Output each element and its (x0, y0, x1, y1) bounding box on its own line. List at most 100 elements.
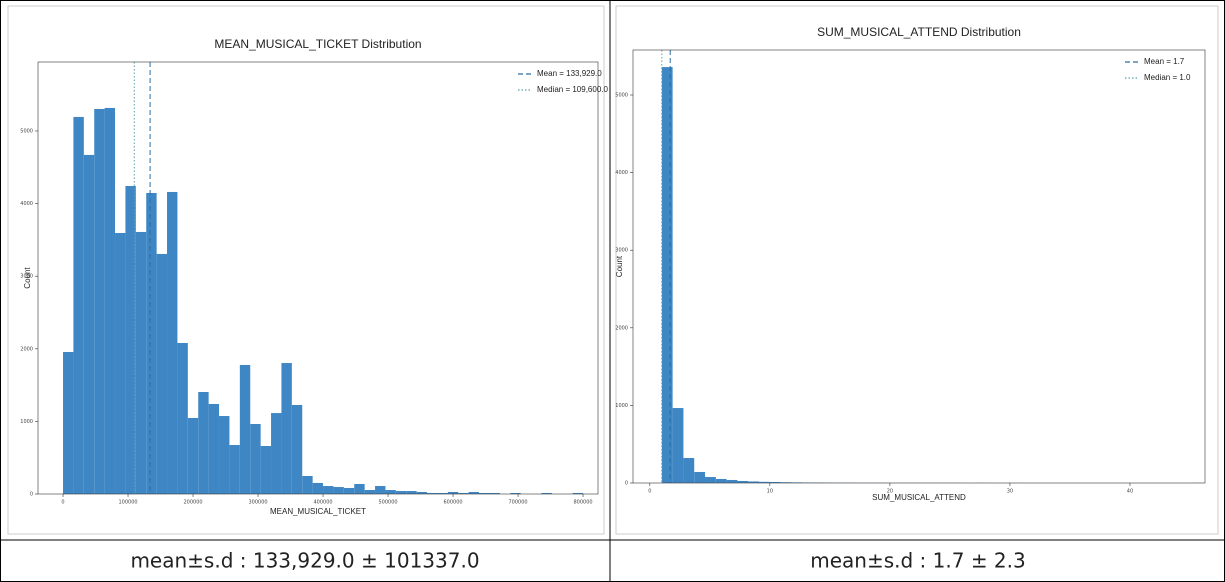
bar (661, 67, 673, 483)
bar (198, 391, 209, 494)
bar (271, 413, 282, 494)
chart-title: MEAN_MUSICAL_TICKET Distribution (214, 37, 421, 51)
x-tick-label: 200000 (183, 500, 202, 506)
y-tick-label: 1000 (20, 419, 33, 425)
bar (364, 490, 376, 494)
bar (715, 478, 727, 483)
bar (104, 107, 116, 495)
bar (177, 342, 188, 494)
bar (323, 486, 334, 494)
bar (291, 404, 303, 494)
x-tick-label: 20 (887, 489, 893, 495)
bar (125, 186, 136, 495)
bar (312, 482, 324, 494)
bar (94, 108, 105, 494)
bar (791, 482, 803, 483)
y-tick-label: 5000 (615, 93, 628, 99)
x-tick-label: 10 (767, 489, 773, 495)
bar (250, 424, 261, 494)
bar (748, 481, 760, 483)
bar (672, 408, 684, 483)
bar (769, 481, 781, 483)
bar (780, 482, 792, 483)
legend-label: Median = 109,600.0 (537, 85, 608, 94)
bar (683, 458, 695, 483)
bar (239, 364, 251, 494)
bar (73, 116, 84, 495)
y-tick-label: 0 (30, 492, 33, 498)
bar (229, 444, 240, 494)
bar (406, 491, 417, 494)
bar (737, 480, 749, 483)
chart-title: SUM_MUSICAL_ATTEND Distribution (817, 25, 1021, 39)
bar (447, 491, 459, 494)
x-tick-label: 700000 (508, 500, 527, 506)
bar (437, 492, 448, 494)
bar (302, 475, 313, 494)
bar (541, 492, 552, 494)
bar (385, 490, 396, 494)
bar (63, 351, 74, 494)
x-tick-label: 300000 (248, 500, 267, 506)
x-axis-label: MEAN_MUSICAL_TICKET (270, 507, 366, 516)
bar (416, 491, 428, 494)
x-tick-label: 0 (61, 500, 64, 506)
bar (479, 492, 490, 494)
bar (694, 471, 706, 483)
bar (135, 231, 147, 495)
bar (333, 487, 344, 494)
bar (468, 491, 480, 494)
bar (219, 416, 230, 494)
bar (395, 491, 407, 494)
plot-frame (632, 49, 1206, 484)
bar (281, 363, 292, 494)
bar (146, 192, 157, 494)
bar (489, 492, 500, 494)
y-tick-label: 1000 (615, 403, 628, 409)
y-axis-label: Count (23, 267, 32, 289)
y-tick-label: 2000 (20, 346, 33, 352)
bar (759, 481, 770, 483)
bar (572, 492, 584, 494)
x-tick-label: 500000 (378, 500, 397, 506)
bar (375, 486, 386, 494)
x-tick-label: 30 (1007, 489, 1013, 495)
caption: mean±s.d : 1.7 ± 2.3 (810, 549, 1026, 573)
bar (510, 492, 521, 494)
image-frame (7, 5, 605, 535)
x-tick-label: 600000 (443, 500, 462, 506)
y-tick-label: 3000 (615, 248, 628, 254)
legend-label: Mean = 1.7 (1144, 57, 1185, 66)
bar (343, 487, 355, 494)
bar (83, 154, 95, 494)
legend-label: Median = 1.0 (1144, 73, 1191, 82)
bar (354, 483, 365, 494)
x-tick-label: 40 (1127, 489, 1133, 495)
y-tick-label: 2000 (615, 325, 628, 331)
bar (115, 232, 126, 495)
x-axis-label: SUM_MUSICAL_ATTEND (872, 493, 966, 502)
y-tick-label: 4000 (615, 170, 628, 176)
caption: mean±s.d : 133,929.0 ± 101337.0 (130, 549, 479, 573)
bar (260, 446, 272, 494)
image-frame (615, 5, 1219, 535)
bar (187, 417, 199, 494)
bar (167, 191, 178, 495)
bar (208, 403, 220, 494)
bar (705, 477, 716, 483)
x-tick-label: 800000 (574, 500, 593, 506)
y-tick-label: 5000 (20, 128, 33, 134)
x-tick-label: 100000 (118, 500, 137, 506)
x-tick-label: 0 (648, 489, 651, 495)
y-axis-label: Count (615, 255, 624, 277)
bar (458, 492, 469, 494)
y-tick-label: 3000 (20, 274, 33, 280)
bar (156, 253, 168, 494)
bar (427, 492, 438, 494)
bar (726, 479, 738, 483)
y-tick-label: 4000 (20, 201, 33, 207)
y-tick-label: 0 (625, 481, 628, 487)
legend-label: Mean = 133,929.0 (537, 69, 602, 78)
